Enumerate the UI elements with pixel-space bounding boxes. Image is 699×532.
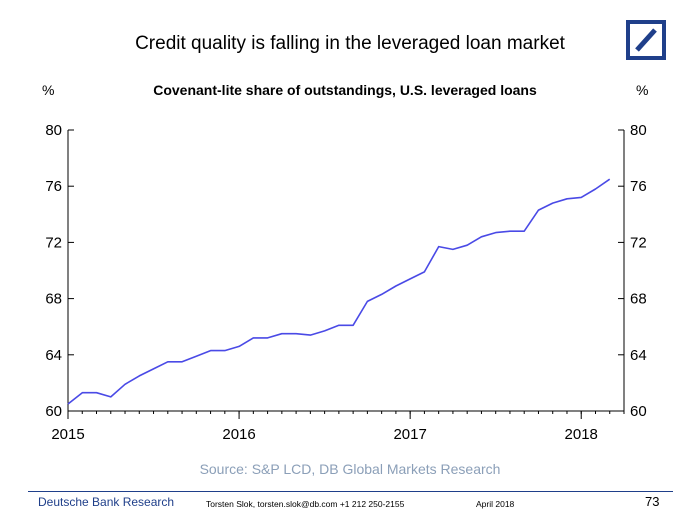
x-tick-label: 2015 — [51, 426, 84, 443]
y-tick-label-right: 72 — [630, 234, 647, 251]
y-tick-label-right: 64 — [630, 347, 647, 364]
y-tick-label-right: 80 — [630, 122, 647, 139]
y-tick-label-left: 64 — [45, 347, 62, 364]
chart-title: Covenant-lite share of outstandings, U.S… — [153, 82, 537, 98]
footer-divider — [28, 491, 673, 492]
source-note: Source: S&P LCD, DB Global Markets Resea… — [199, 461, 501, 477]
y-axis-unit-right: % — [636, 82, 649, 98]
x-tick-label: 2016 — [222, 426, 255, 443]
y-tick-label-right: 68 — [630, 291, 647, 308]
y-tick-label-left: 76 — [45, 178, 62, 195]
y-tick-label-left: 72 — [45, 234, 62, 251]
y-axis-unit-left: % — [42, 82, 55, 98]
deutsche-bank-logo — [626, 20, 666, 60]
series-line — [67, 178, 611, 405]
footer-date: April 2018 — [476, 499, 515, 509]
y-tick-label-left: 80 — [45, 122, 62, 139]
y-tick-label-left: 60 — [45, 403, 62, 420]
page-number: 73 — [645, 494, 660, 509]
slide-headline: Credit quality is falling in the leverag… — [135, 33, 565, 54]
footer-author: Torsten Slok, torsten.slok@db.com +1 212… — [206, 499, 405, 509]
x-tick-label: 2017 — [393, 426, 426, 443]
y-tick-label-right: 76 — [630, 178, 647, 195]
line-chart: 60 60 64 64 68 68 72 72 76 76 80 80 2015 2016 2017 2018 — [45, 122, 647, 443]
footer-brand: Deutsche Bank Research — [38, 495, 175, 509]
y-tick-label-right: 60 — [630, 403, 647, 420]
y-tick-label-left: 68 — [45, 291, 62, 308]
x-tick-label: 2018 — [565, 426, 598, 443]
